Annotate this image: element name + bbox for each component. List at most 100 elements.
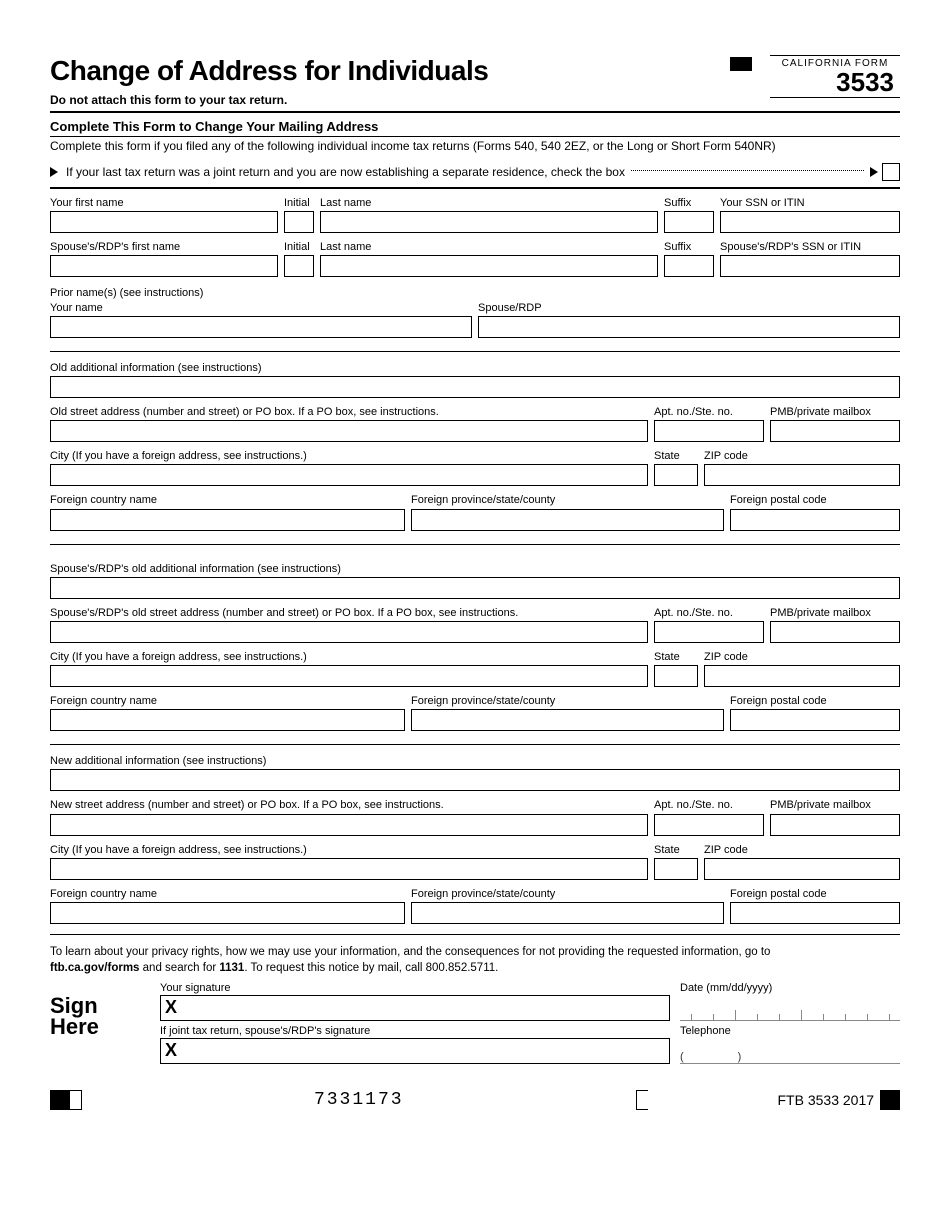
spouse-old-foreign-country-input[interactable] <box>50 709 405 731</box>
signature-x-icon: X <box>165 997 177 1018</box>
old-street-row: Old street address (number and street) o… <box>50 406 900 442</box>
your-ssn-input[interactable] <box>720 211 900 233</box>
old-pmb-input[interactable] <box>770 420 900 442</box>
spouse-initial-input[interactable] <box>284 255 314 277</box>
label: City (If you have a foreign address, see… <box>50 450 648 463</box>
your-suffix-input[interactable] <box>664 211 714 233</box>
your-first-name-input[interactable] <box>50 211 278 233</box>
spouse-old-pmb-input[interactable] <box>770 621 900 643</box>
tick-icon <box>845 1014 846 1020</box>
your-initial-input[interactable] <box>284 211 314 233</box>
tick-icon <box>779 1014 780 1020</box>
divider <box>50 338 900 352</box>
bracket-icon <box>636 1090 648 1110</box>
new-foreign-province-input[interactable] <box>411 902 724 924</box>
prior-your-name-input[interactable] <box>50 316 472 338</box>
privacy-line1: To learn about your privacy rights, how … <box>50 946 770 958</box>
new-foreign-country-input[interactable] <box>50 902 405 924</box>
old-foreign-row: Foreign country name Foreign province/st… <box>50 494 900 530</box>
bracket-icon <box>70 1090 82 1110</box>
old-apt-input[interactable] <box>654 420 764 442</box>
signature-x-icon: X <box>165 1040 177 1061</box>
spouse-old-foreign-province-input[interactable] <box>411 709 724 731</box>
label: Suffix <box>664 197 714 210</box>
old-foreign-postal-input[interactable] <box>730 509 900 531</box>
label: Spouse's/RDP's first name <box>50 241 278 254</box>
sign-fields: Your signature X Date (mm/dd/yyyy) <box>160 982 900 1064</box>
label: Foreign province/state/county <box>411 888 724 901</box>
privacy-text: . To request this notice by mail, call 8… <box>244 962 498 974</box>
new-street-input[interactable] <box>50 814 648 836</box>
new-add-info-input[interactable] <box>50 769 900 791</box>
old-state-input[interactable] <box>654 464 698 486</box>
label: State <box>654 844 698 857</box>
telephone-field: Telephone ( ) <box>680 1025 900 1064</box>
triangle-icon <box>870 167 878 177</box>
new-apt-input[interactable] <box>654 814 764 836</box>
rule <box>50 111 900 113</box>
label: Foreign country name <box>50 888 405 901</box>
label: Your name <box>50 302 472 315</box>
tick-icon <box>801 1010 802 1020</box>
tick-icon <box>889 1014 890 1020</box>
label: Apt. no./Ste. no. <box>654 799 764 812</box>
spouse-old-city-input[interactable] <box>50 665 648 687</box>
new-pmb-input[interactable] <box>770 814 900 836</box>
spouse-signature-input[interactable]: X <box>160 1038 670 1064</box>
your-signature-field: Your signature X <box>160 982 670 1021</box>
label: PMB/private mailbox <box>770 406 900 419</box>
spouse-ssn-input[interactable] <box>720 255 900 277</box>
label: Prior name(s) (see instructions) <box>50 287 472 300</box>
old-foreign-country-input[interactable] <box>50 509 405 531</box>
spouse-old-apt-input[interactable] <box>654 621 764 643</box>
tick-icon <box>735 1010 736 1020</box>
spouse-old-state-input[interactable] <box>654 665 698 687</box>
main-title: Change of Address for Individuals <box>50 55 730 87</box>
label: ZIP code <box>704 450 900 463</box>
new-city-input[interactable] <box>50 858 648 880</box>
label: Old street address (number and street) o… <box>50 406 648 419</box>
spouse-old-add-info-row: Spouse's/RDP's old additional informatio… <box>50 563 900 599</box>
label: Foreign country name <box>50 695 405 708</box>
tick-icon <box>713 1014 714 1020</box>
spouse-old-zip-input[interactable] <box>704 665 900 687</box>
black-marker-icon <box>50 1090 70 1110</box>
label: State <box>654 651 698 664</box>
spouse-old-city-row: City (If you have a foreign address, see… <box>50 651 900 687</box>
label: Foreign postal code <box>730 695 900 708</box>
form-page: Change of Address for Individuals Do not… <box>0 0 950 1130</box>
your-signature-input[interactable]: X <box>160 995 670 1021</box>
old-city-input[interactable] <box>50 464 648 486</box>
telephone-input[interactable]: ( ) <box>680 1038 900 1064</box>
spouse-old-add-info-input[interactable] <box>50 577 900 599</box>
old-foreign-province-input[interactable] <box>411 509 724 531</box>
spouse-first-name-input[interactable] <box>50 255 278 277</box>
prior-spouse-name-input[interactable] <box>478 316 900 338</box>
your-last-name-input[interactable] <box>320 211 658 233</box>
footer-label: FTB 3533 2017 <box>778 1092 875 1108</box>
label: Your signature <box>160 982 670 994</box>
spouse-last-name-input[interactable] <box>320 255 658 277</box>
new-state-input[interactable] <box>654 858 698 880</box>
new-foreign-postal-input[interactable] <box>730 902 900 924</box>
date-input[interactable] <box>680 995 900 1021</box>
label: Foreign country name <box>50 494 405 507</box>
old-street-input[interactable] <box>50 420 648 442</box>
label: Initial <box>284 241 314 254</box>
old-zip-input[interactable] <box>704 464 900 486</box>
name-row-spouse: Spouse's/RDP's first name Initial Last n… <box>50 241 900 277</box>
spouse-suffix-input[interactable] <box>664 255 714 277</box>
label: Date (mm/dd/yyyy) <box>680 982 900 994</box>
new-zip-input[interactable] <box>704 858 900 880</box>
label: Telephone <box>680 1025 900 1037</box>
label: If joint tax return, spouse's/RDP's sign… <box>160 1025 670 1037</box>
label: City (If you have a foreign address, see… <box>50 844 648 857</box>
joint-checkbox[interactable] <box>882 163 900 181</box>
spouse-old-foreign-postal-input[interactable] <box>730 709 900 731</box>
spouse-old-street-input[interactable] <box>50 621 648 643</box>
label: Foreign province/state/county <box>411 695 724 708</box>
label: Spouse's/RDP's old street address (numbe… <box>50 607 648 620</box>
old-add-info-input[interactable] <box>50 376 900 398</box>
tick-icon <box>757 1014 758 1020</box>
label: Foreign province/state/county <box>411 494 724 507</box>
